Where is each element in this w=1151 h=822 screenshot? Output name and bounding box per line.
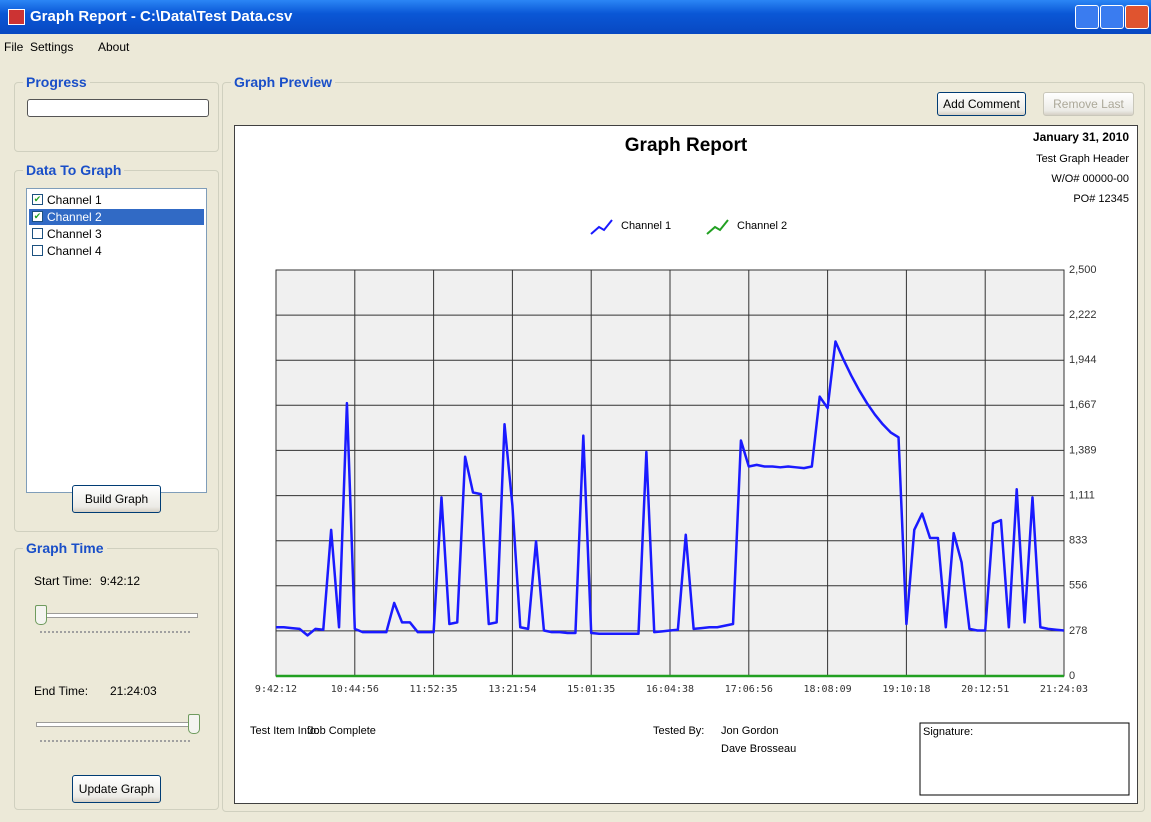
menu-bar: File Settings About bbox=[0, 34, 1151, 58]
y-tick-label: 2,500 bbox=[1069, 264, 1097, 276]
progress-group: Progress bbox=[14, 74, 219, 152]
header-line: Test Graph Header bbox=[1036, 153, 1129, 165]
channel-item[interactable]: ✔ Channel 2 bbox=[29, 209, 204, 225]
x-tick-label: 10:44:56 bbox=[331, 684, 379, 695]
group-label: Data To Graph bbox=[23, 162, 125, 178]
report-page: Graph Report January 31, 2010 Test Graph… bbox=[234, 125, 1138, 804]
y-tick-label: 278 bbox=[1069, 625, 1087, 637]
y-tick-label: 0 bbox=[1069, 670, 1075, 682]
checkbox[interactable]: ✔ bbox=[32, 194, 43, 205]
group-label: Graph Preview bbox=[231, 74, 336, 90]
channel-item[interactable]: Channel 3 bbox=[29, 226, 204, 242]
checkbox[interactable] bbox=[32, 228, 43, 239]
x-tick-label: 13:21:54 bbox=[488, 684, 536, 695]
y-tick-label: 556 bbox=[1069, 580, 1087, 592]
end-time-value: 21:24:03 bbox=[110, 684, 157, 698]
end-time-label: End Time: bbox=[34, 684, 89, 698]
chart: Graph Report January 31, 2010 Test Graph… bbox=[250, 130, 1130, 796]
y-tick-label: 833 bbox=[1069, 535, 1087, 547]
title-bar: Graph Report - C:\Data\Test Data.csv bbox=[0, 0, 1151, 34]
x-tick-label: 19:10:18 bbox=[882, 684, 930, 695]
x-tick-label: 17:06:56 bbox=[725, 684, 773, 695]
add-comment-button[interactable]: Add Comment bbox=[937, 92, 1026, 116]
minimize-button[interactable] bbox=[1075, 5, 1099, 29]
close-button[interactable] bbox=[1125, 5, 1149, 29]
channel-item[interactable]: ✔ Channel 1 bbox=[29, 192, 204, 208]
data-to-graph-group: Data To Graph bbox=[14, 162, 219, 532]
menu-item[interactable]: Settings bbox=[30, 40, 74, 54]
channel-name: Channel 4 bbox=[47, 244, 102, 258]
legend-swatch bbox=[706, 219, 729, 235]
test-item-label: Test Item Info: bbox=[250, 725, 319, 737]
y-tick-label: 1,111 bbox=[1069, 489, 1095, 501]
tester: Dave Brosseau bbox=[721, 743, 796, 755]
group-label: Graph Time bbox=[23, 540, 107, 556]
slider-track bbox=[36, 613, 198, 618]
menu-item[interactable]: About bbox=[98, 40, 130, 54]
header-line: PO# 12345 bbox=[1073, 193, 1129, 205]
x-tick-label: 16:04:38 bbox=[646, 684, 694, 695]
signature-label: Signature: bbox=[923, 726, 973, 738]
tester: Jon Gordon bbox=[721, 725, 778, 737]
legend-label: Channel 1 bbox=[621, 220, 671, 232]
channel-name: Channel 3 bbox=[47, 227, 102, 241]
slider-ticks bbox=[40, 740, 190, 745]
x-tick-label: 21:24:03 bbox=[1040, 684, 1088, 695]
channel-name: Channel 2 bbox=[47, 210, 102, 224]
channel-name: Channel 1 bbox=[47, 193, 102, 207]
slider-track bbox=[36, 722, 198, 727]
tested-by-label: Tested By: bbox=[653, 725, 704, 737]
chart-title: Graph Report bbox=[625, 135, 748, 156]
x-tick-label: 9:42:12 bbox=[255, 684, 297, 695]
checkbox[interactable]: ✔ bbox=[32, 211, 43, 222]
x-tick-label: 11:52:35 bbox=[410, 684, 458, 695]
slider-ticks bbox=[40, 631, 190, 636]
x-tick-label: 20:12:51 bbox=[961, 684, 1009, 695]
checkbox[interactable] bbox=[32, 245, 43, 256]
y-tick-label: 2,222 bbox=[1069, 309, 1097, 321]
build-graph-button[interactable]: Build Graph bbox=[72, 485, 161, 513]
progress-bar bbox=[27, 99, 209, 117]
channel-item[interactable]: Channel 4 bbox=[29, 243, 204, 259]
test-item-value: Job Complete bbox=[308, 725, 376, 737]
report-date: January 31, 2010 bbox=[1033, 130, 1129, 144]
start-time-label: Start Time: bbox=[34, 574, 93, 588]
menu-item[interactable]: File bbox=[4, 40, 24, 54]
x-tick-label: 18:08:09 bbox=[804, 684, 852, 695]
channel-list[interactable]: ✔ Channel 1 ✔ Channel 2 Channel 3 Channel 4 bbox=[26, 188, 207, 493]
header-line: W/O# 00000-00 bbox=[1051, 173, 1129, 185]
y-tick-label: 1,667 bbox=[1069, 399, 1097, 411]
maximize-button[interactable] bbox=[1100, 5, 1124, 29]
signature-box bbox=[919, 722, 1130, 796]
graph-preview-group: Graph Preview bbox=[222, 74, 1145, 812]
y-tick-label: 1,389 bbox=[1069, 444, 1097, 456]
start-slider-thumb[interactable] bbox=[35, 605, 47, 625]
start-time-value: 9:42:12 bbox=[100, 574, 141, 588]
legend-swatch bbox=[590, 219, 613, 235]
end-slider-thumb[interactable] bbox=[188, 714, 200, 734]
remove-last-button: Remove Last bbox=[1043, 92, 1134, 116]
update-graph-button[interactable]: Update Graph bbox=[72, 775, 161, 803]
graph-time-group: Graph Time bbox=[14, 540, 219, 810]
group-label: Progress bbox=[23, 74, 90, 90]
legend-label: Channel 2 bbox=[737, 220, 787, 232]
series-line bbox=[276, 340, 1065, 637]
app-icon bbox=[8, 9, 25, 25]
window-title: Graph Report - C:\Data\Test Data.csv bbox=[30, 8, 293, 25]
y-tick-label: 1,944 bbox=[1069, 354, 1097, 366]
x-tick-label: 15:01:35 bbox=[567, 684, 615, 695]
